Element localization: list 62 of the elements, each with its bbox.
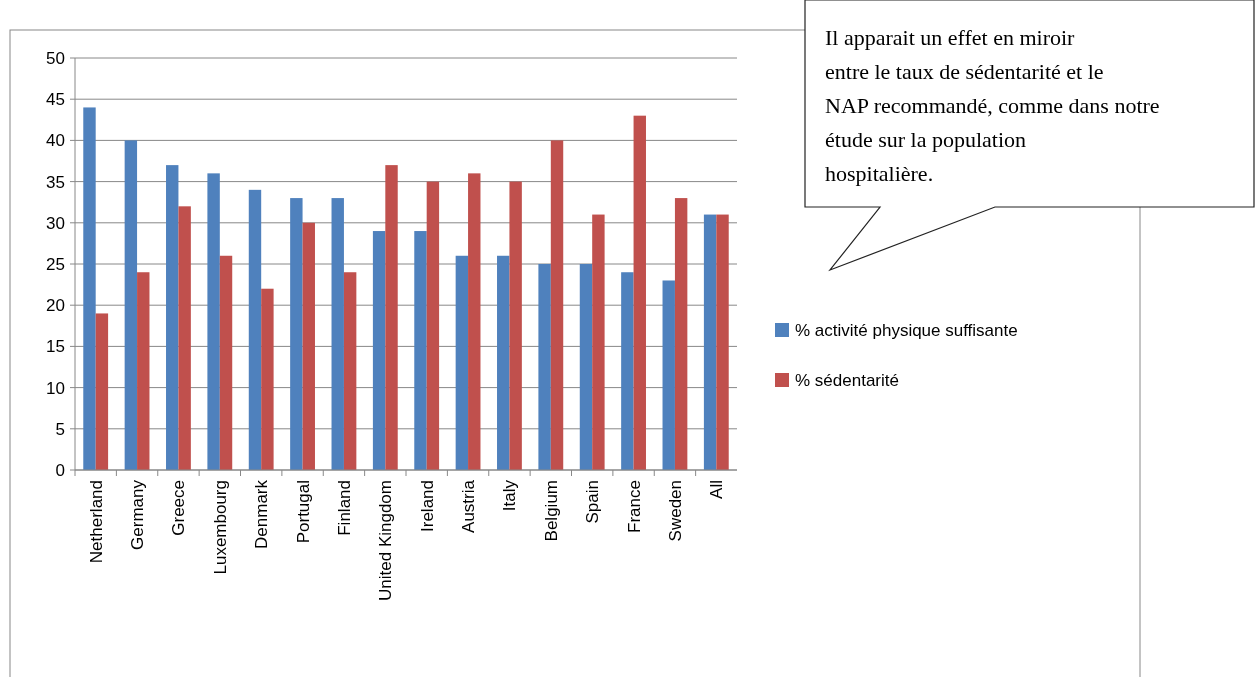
bar: [261, 288, 274, 470]
x-tick-label: Luxembourg: [210, 480, 230, 575]
x-tick-label: Austria: [459, 479, 479, 533]
y-tick-label: 35: [46, 172, 65, 192]
x-tick-label: Italy: [500, 479, 520, 512]
y-tick-label: 25: [46, 254, 65, 274]
bar: [468, 173, 481, 470]
bar: [290, 198, 303, 470]
bar: [579, 264, 593, 470]
bar: [621, 272, 634, 470]
bar: [662, 280, 675, 470]
y-tick-label: 30: [46, 213, 65, 233]
x-tick-label: France: [624, 480, 644, 533]
bar: [592, 214, 605, 470]
y-tick-label: 50: [46, 48, 65, 68]
bar: [703, 214, 717, 470]
bar: [414, 231, 427, 470]
bar: [207, 173, 220, 470]
y-tick-label: 10: [46, 378, 65, 398]
bar: [178, 206, 191, 470]
y-tick-label: 40: [46, 131, 65, 151]
y-tick-label: 45: [46, 90, 65, 110]
x-tick-label: Greece: [169, 480, 189, 536]
bar: [248, 189, 262, 470]
bar: [455, 255, 469, 470]
bar: [124, 140, 138, 470]
x-tick-label: United Kingdom: [376, 480, 396, 601]
bar: [83, 107, 96, 470]
x-tick-label: Netherland: [86, 480, 106, 564]
bar: [166, 165, 179, 470]
y-tick-label: 20: [46, 296, 65, 316]
bar: [372, 231, 386, 470]
y-tick-label: 5: [55, 419, 65, 439]
bar: [302, 222, 315, 470]
bar: [343, 272, 357, 470]
legend-label: % activité physique suffisante: [795, 320, 1018, 340]
bar: [538, 264, 551, 470]
text: Il apparait un effet en miroir entre le taux de sédentarité et le NAP recommandé, comme dans notre étude sur la population hospitalière.: [825, 25, 1160, 186]
bar: [633, 115, 646, 470]
bar: [426, 181, 440, 470]
y-tick-label: 0: [55, 460, 65, 480]
x-tick-label: Denmark: [252, 479, 272, 549]
legend-label: % sédentarité: [795, 370, 899, 390]
bar: [385, 165, 398, 470]
bar: [674, 198, 688, 470]
x-tick-label: Sweden: [665, 480, 685, 542]
x-tick-label: Ireland: [417, 480, 437, 532]
x-tick-label: Germany: [128, 479, 148, 550]
bar: [95, 313, 109, 470]
x-tick-label: Belgium: [541, 480, 561, 542]
x-tick-label: Finland: [334, 480, 354, 536]
y-tick-label: 15: [46, 337, 65, 357]
bar: [509, 181, 522, 470]
bar: [137, 272, 150, 470]
x-tick-label: All: [707, 480, 727, 499]
bar: [219, 255, 233, 470]
bar: [331, 198, 344, 470]
bar: [716, 214, 729, 470]
x-tick-label: Spain: [583, 480, 603, 524]
bar: [497, 255, 510, 470]
x-tick-label: Portugal: [293, 480, 313, 544]
bar: [550, 140, 564, 470]
